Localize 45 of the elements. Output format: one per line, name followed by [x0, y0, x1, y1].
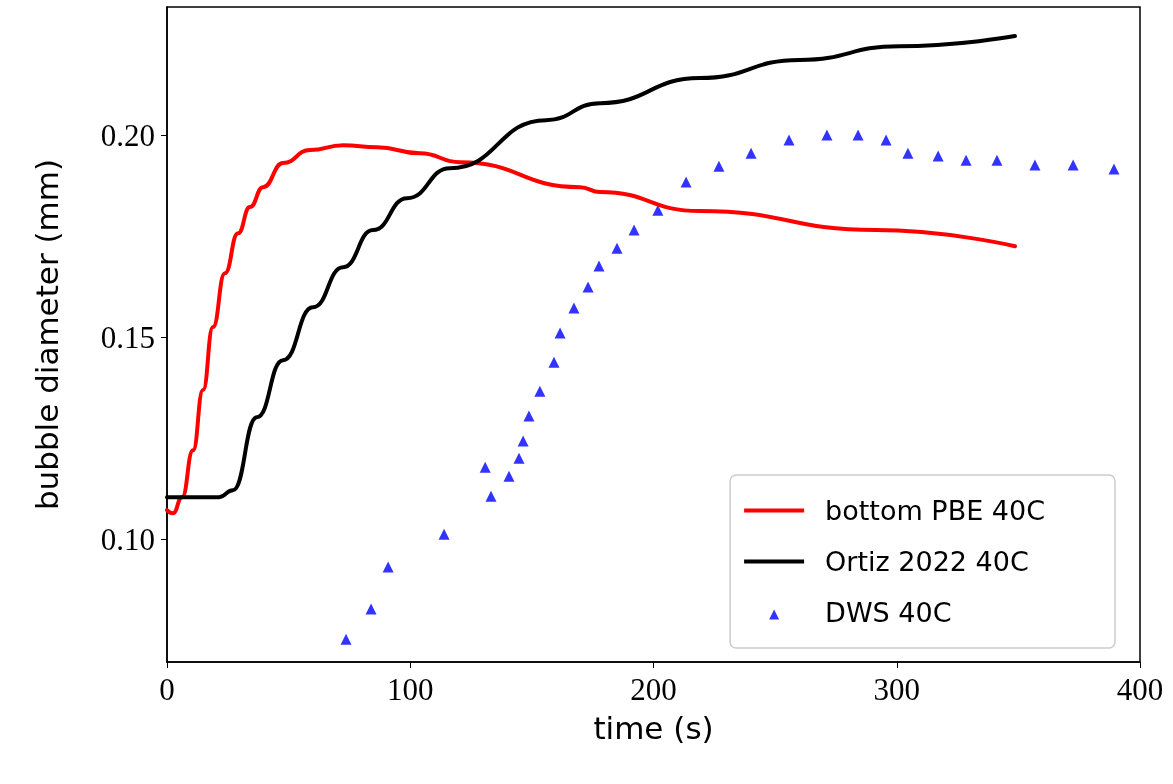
point: [382, 561, 394, 573]
point: [783, 134, 795, 146]
point: [365, 603, 377, 615]
legend-label: Ortiz 2022 40C: [825, 546, 1029, 577]
x-tick-label: 100: [387, 672, 434, 707]
y-tick-label: 0.10: [100, 521, 155, 557]
x-axis-title: time (s): [593, 709, 714, 746]
point: [438, 528, 450, 540]
point: [680, 176, 692, 188]
legend-label: bottom PBE 40C: [825, 495, 1045, 526]
point: [568, 302, 580, 314]
point: [582, 281, 594, 293]
y-tick-label: 0.20: [100, 117, 155, 153]
point: [517, 435, 529, 447]
point: [745, 147, 757, 159]
point: [523, 410, 535, 422]
y-tick-label: 0.15: [100, 319, 155, 355]
x-tick-label: 400: [1116, 672, 1164, 707]
point: [932, 150, 944, 162]
point: [513, 452, 525, 464]
x-tick-label: 300: [873, 672, 920, 707]
point: [485, 490, 497, 502]
point: [479, 461, 491, 473]
point: [960, 154, 972, 166]
point: [548, 356, 560, 368]
x-tick-label: 200: [630, 672, 677, 707]
point: [628, 224, 640, 236]
point: [503, 470, 515, 482]
point: [611, 242, 623, 254]
y-axis-title: bubble diameter (mm): [28, 158, 65, 511]
point: [1029, 159, 1041, 171]
point: [852, 129, 864, 141]
legend-label: DWS 40C: [825, 597, 952, 628]
point: [902, 147, 914, 159]
point: [991, 154, 1003, 166]
x-tick-label: 0: [159, 672, 175, 707]
point: [554, 327, 566, 339]
point: [880, 134, 892, 146]
point: [713, 160, 725, 172]
point: [534, 385, 546, 397]
point: [340, 633, 352, 645]
point: [1108, 163, 1120, 175]
point: [821, 129, 833, 141]
point: [593, 260, 605, 272]
point: [1067, 159, 1079, 171]
